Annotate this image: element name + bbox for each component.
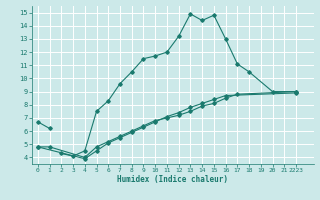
X-axis label: Humidex (Indice chaleur): Humidex (Indice chaleur) [117,175,228,184]
